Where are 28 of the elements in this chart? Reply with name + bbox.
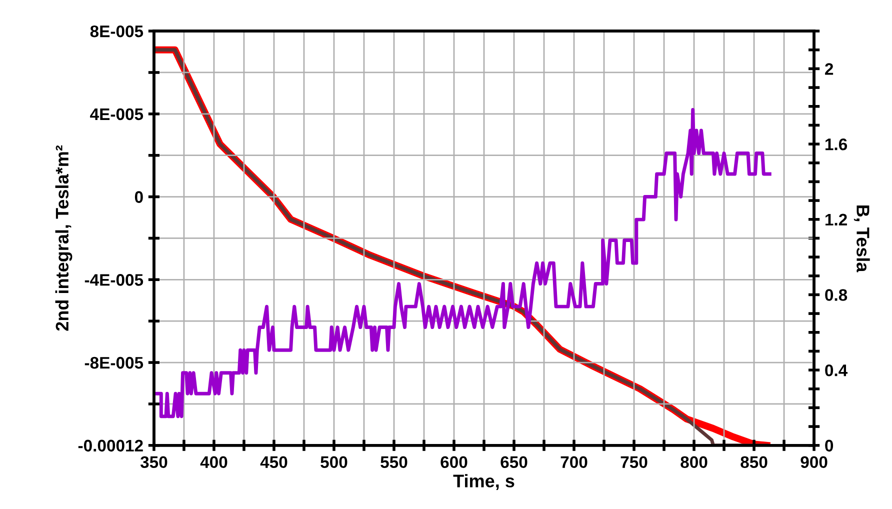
x-tick-label: 550 xyxy=(380,456,408,468)
x-tick-label: 750 xyxy=(620,456,648,468)
y2-tick-label: 0.4 xyxy=(825,364,848,376)
y-tick-label: -4E-005 xyxy=(84,274,144,286)
x-tick-label: 500 xyxy=(320,456,348,468)
x-tick-label: 450 xyxy=(260,456,288,468)
y-tick-label: 4E-005 xyxy=(90,108,144,120)
x-tick-label: 400 xyxy=(200,456,228,468)
y2-tick-label: 1.6 xyxy=(826,138,848,150)
y-axis-title: 2nd integral, Tesla*m² xyxy=(55,145,72,331)
x-tick-label: 700 xyxy=(560,456,588,468)
x-tick-label: 850 xyxy=(740,456,768,468)
x-tick-label: 900 xyxy=(800,456,828,468)
x-axis-title: Time, s xyxy=(453,474,514,490)
y2-tick-label: 0.8 xyxy=(825,289,848,301)
y-tick-label: 0 xyxy=(134,191,143,203)
x-tick-label: 650 xyxy=(500,456,528,468)
y2-axis-title: B, Tesla xyxy=(854,205,870,272)
y2-tick-label: 1.2 xyxy=(826,214,847,226)
y2-tick-label: 0 xyxy=(825,440,834,452)
x-tick-label: 600 xyxy=(440,456,468,468)
y-tick-label: 8E-005 xyxy=(90,25,144,38)
y-tick-label: -0.00012 xyxy=(78,440,143,452)
x-tick-label: 800 xyxy=(680,456,708,468)
line-series xyxy=(154,108,772,418)
y-tick-label: -8E-005 xyxy=(84,356,144,369)
y2-tick-label: 2 xyxy=(825,63,834,75)
x-tick-label: 350 xyxy=(140,456,168,468)
